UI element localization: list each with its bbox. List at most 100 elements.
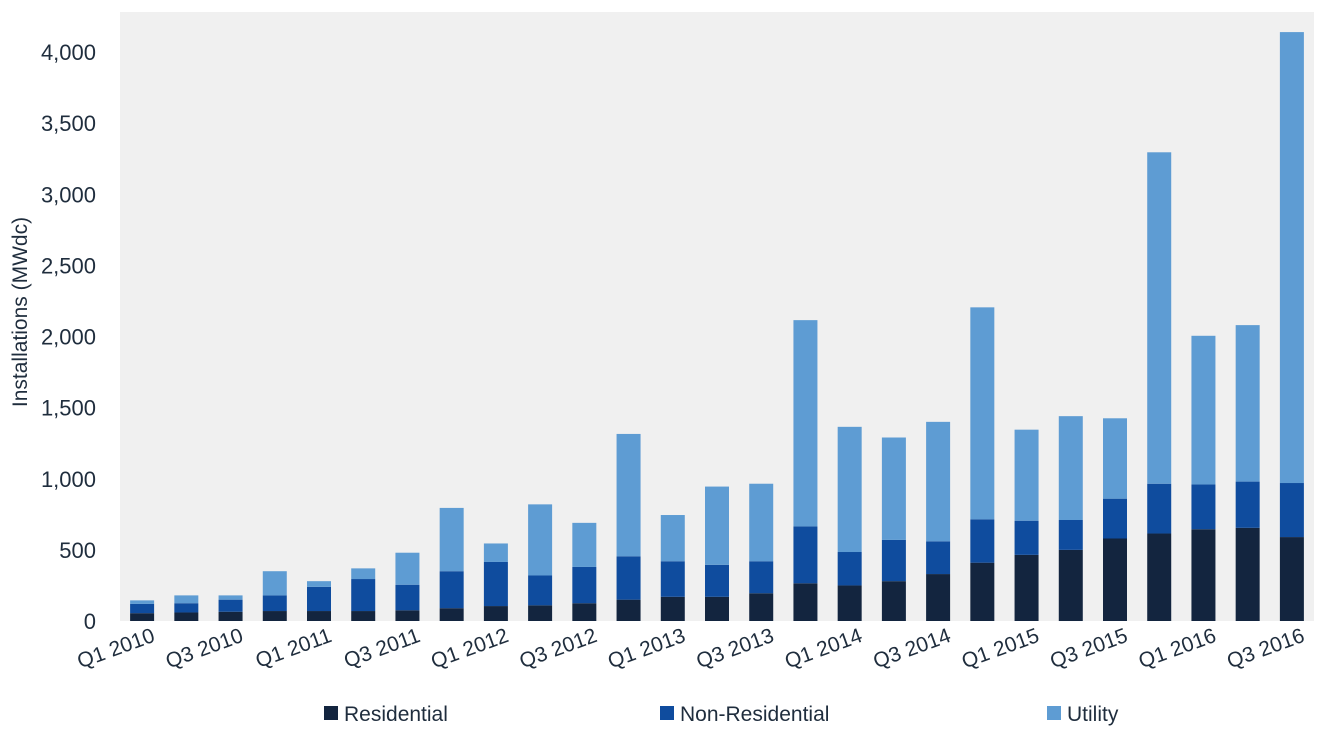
bar-non-residential-q3-2011 [395, 584, 420, 611]
bar-residential-q3-2011 [395, 610, 420, 621]
bar-non-residential-q3-2015 [1103, 498, 1127, 539]
legend-label-non-residential: Non-Residential [680, 703, 829, 726]
x-tick-label: Q3 2012 [516, 624, 600, 673]
legend-label-utility: Utility [1067, 703, 1119, 726]
bar-residential-q1-2010 [130, 613, 155, 621]
x-tick-label: Q1 2014 [782, 624, 866, 673]
bar-utility-q2-2014 [881, 437, 906, 540]
x-tick-label: Q1 2016 [1136, 624, 1220, 673]
y-tick-label: 1,000 [41, 467, 96, 492]
bar-utility-q4-2015 [1147, 152, 1172, 484]
y-tick-label: 4,000 [41, 40, 96, 65]
bar-residential-q3-2012 [572, 603, 597, 621]
bar-residential-q3-2013 [749, 593, 774, 621]
bar-utility-q1-2011 [307, 581, 331, 587]
bar-utility-q3-2015 [1103, 418, 1127, 499]
bar-non-residential-q2-2011 [351, 579, 376, 612]
bar-non-residential-q4-2014 [970, 519, 995, 563]
bar-non-residential-q3-2016 [1279, 483, 1304, 538]
bar-non-residential-q3-2014 [926, 541, 951, 575]
x-tick-label: Q1 2013 [605, 624, 689, 673]
bar-utility-q2-2012 [528, 504, 553, 576]
bar-residential-q1-2015 [1014, 554, 1039, 621]
bar-non-residential-q4-2013 [793, 526, 818, 584]
bar-residential-q1-2016 [1191, 529, 1216, 621]
bar-residential-q1-2014 [837, 585, 862, 621]
y-tick-label: 0 [84, 609, 96, 634]
bar-residential-q2-2013 [705, 596, 729, 621]
y-tick-label: 500 [59, 538, 96, 563]
bar-utility-q3-2013 [749, 483, 774, 562]
bar-utility-q4-2011 [439, 507, 464, 572]
x-tick-label: Q3 2010 [163, 624, 247, 673]
bar-non-residential-q1-2012 [483, 561, 508, 607]
x-tick-label: Q3 2016 [1224, 624, 1308, 673]
x-tick-label: Q3 2013 [693, 624, 777, 673]
bar-non-residential-q4-2011 [439, 571, 464, 609]
bar-utility-q3-2010 [218, 595, 243, 600]
x-tick-labels: Q1 2010 Q3 2010 Q1 2011 Q3 2011 Q1 2012 Q3 20… [74, 624, 1307, 673]
bar-utility-q1-2012 [483, 543, 508, 562]
bar-non-residential-q2-2012 [528, 575, 553, 606]
bar-residential-q4-2011 [439, 608, 464, 621]
bar-non-residential-q4-2010 [262, 595, 287, 612]
x-tick-label: Q3 2011 [341, 624, 423, 673]
bar-utility-q1-2016 [1191, 335, 1216, 485]
bar-non-residential-q2-2015 [1058, 520, 1083, 550]
y-tick-labels: 0 500 1,000 1,500 2,000 2,500 3,000 3,500 4,000 [41, 40, 96, 634]
bar-non-residential-q4-2015 [1147, 483, 1172, 534]
bar-non-residential-q3-2010 [218, 599, 243, 612]
bar-residential-q2-2010 [174, 612, 199, 621]
bar-utility-q1-2015 [1014, 429, 1039, 521]
bar-residential-q1-2013 [660, 596, 685, 621]
bar-residential-q3-2010 [218, 611, 243, 621]
bar-residential-q3-2015 [1103, 538, 1127, 621]
bar-utility-q3-2011 [395, 552, 420, 585]
bar-utility-q1-2013 [660, 515, 685, 562]
bar-residential-q1-2011 [307, 611, 331, 621]
bar-utility-q4-2012 [616, 433, 641, 557]
bar-residential-q1-2012 [483, 606, 508, 621]
bar-residential-q4-2012 [616, 599, 641, 621]
bar-residential-q2-2011 [351, 611, 376, 621]
bar-residential-q4-2014 [970, 562, 995, 621]
bars-layer [130, 32, 1304, 622]
y-tick-label: 3,500 [41, 111, 96, 136]
bar-non-residential-q2-2010 [174, 603, 199, 613]
bar-residential-q2-2016 [1235, 527, 1260, 621]
legend-label-residential: Residential [344, 703, 448, 726]
bar-residential-q3-2016 [1279, 537, 1304, 621]
bar-residential-q4-2013 [793, 583, 818, 621]
bar-non-residential-q3-2012 [572, 566, 597, 604]
bar-non-residential-q1-2010 [130, 603, 155, 614]
bar-residential-q4-2010 [262, 611, 287, 621]
bar-non-residential-q1-2013 [660, 561, 685, 597]
legend-swatch-utility [1047, 706, 1061, 720]
x-tick-label: Q1 2012 [428, 624, 512, 673]
bar-utility-q2-2016 [1235, 325, 1260, 482]
bar-utility-q1-2010 [130, 600, 155, 604]
y-axis-title: Installations (MWdc) [9, 217, 32, 407]
x-tick-label: Q3 2014 [870, 624, 954, 673]
bar-utility-q2-2011 [351, 568, 376, 580]
bar-utility-q2-2013 [705, 486, 729, 565]
y-tick-label: 3,000 [41, 182, 96, 207]
bar-utility-q4-2014 [970, 307, 995, 520]
bar-utility-q2-2015 [1058, 416, 1083, 520]
legend: Residential Non-Residential Utility [324, 703, 1119, 726]
bar-utility-q3-2012 [572, 522, 597, 567]
x-tick-label: Q3 2015 [1047, 624, 1131, 673]
x-tick-label: Q1 2011 [253, 624, 335, 673]
bar-residential-q2-2015 [1058, 549, 1083, 622]
bar-non-residential-q1-2011 [307, 586, 331, 612]
bar-residential-q3-2014 [926, 574, 951, 621]
bar-utility-q1-2014 [837, 426, 862, 553]
y-tick-label: 2,500 [41, 253, 96, 278]
bar-non-residential-q2-2013 [705, 564, 729, 597]
y-tick-label: 2,000 [41, 325, 96, 350]
bar-utility-q4-2013 [793, 320, 818, 527]
bar-non-residential-q2-2014 [881, 539, 906, 582]
x-tick-label: Q1 2015 [959, 624, 1043, 673]
